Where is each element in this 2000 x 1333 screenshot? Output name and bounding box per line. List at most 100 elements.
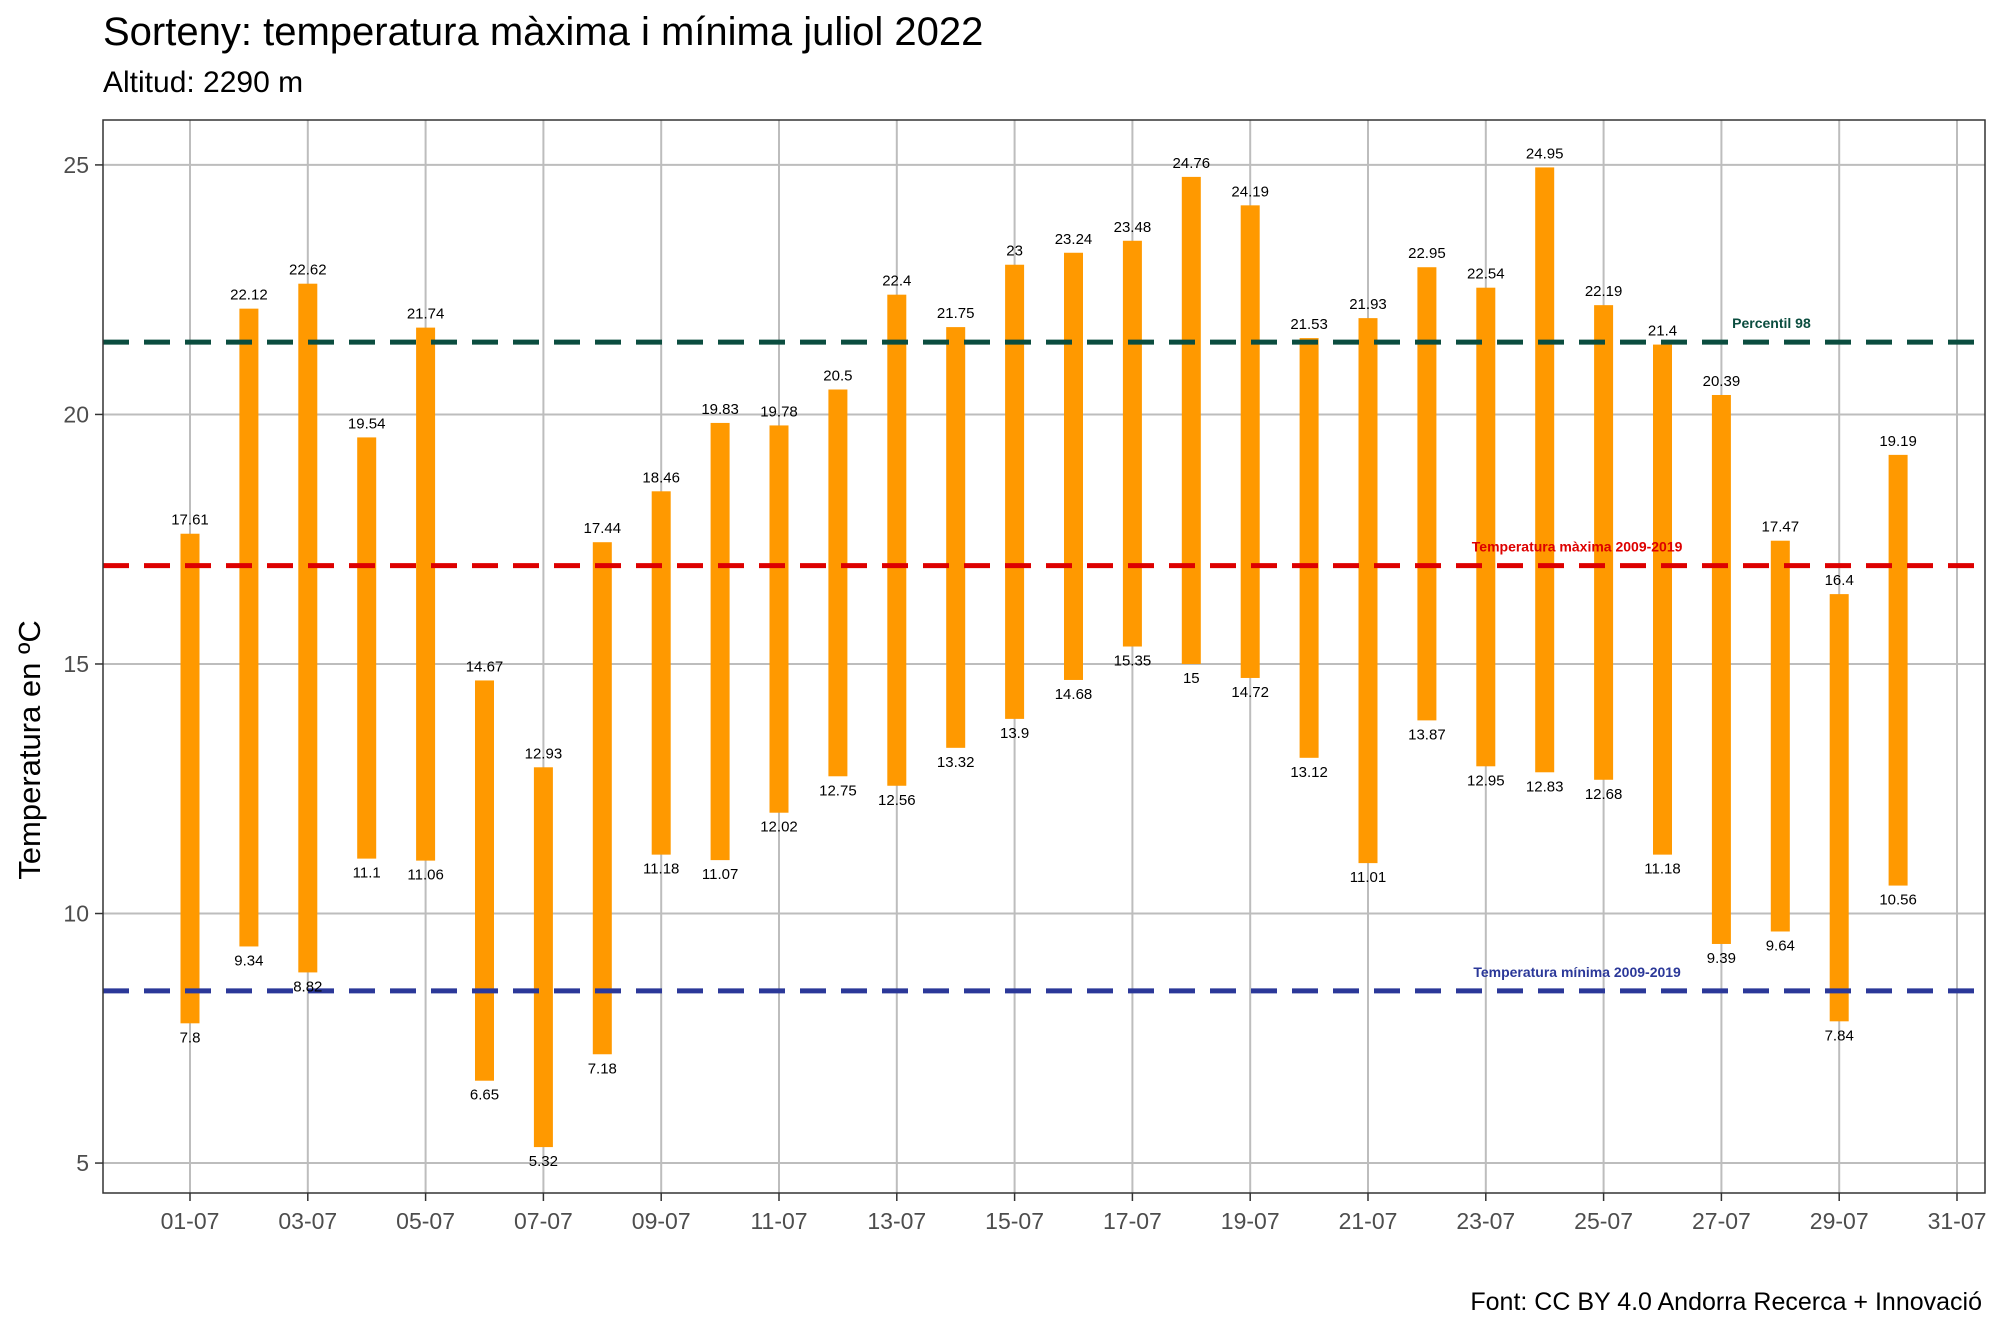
min-value-label: 13.12: [1290, 764, 1328, 781]
reference-line-label: Temperatura màxima 2009-2019: [1472, 539, 1683, 555]
temperature-range-bar: [1653, 344, 1672, 855]
max-value-label: 21.75: [937, 305, 975, 322]
max-value-label: 22.54: [1467, 266, 1505, 283]
temperature-range-bar: [828, 389, 848, 777]
temperature-range-bar: [592, 542, 612, 1055]
min-value-label: 15: [1183, 670, 1200, 687]
reference-line-label: Percentil 98: [1732, 315, 1811, 331]
temperature-range-bar: [1299, 338, 1319, 758]
max-value-label: 24.19: [1231, 183, 1269, 200]
x-tick-label: 13-07: [867, 1208, 926, 1234]
y-tick-label: 25: [63, 152, 89, 178]
max-value-label: 21.53: [1290, 316, 1328, 333]
max-value-label: 23.24: [1055, 231, 1093, 248]
min-value-label: 11.01: [1350, 869, 1386, 886]
y-tick-label: 5: [76, 1150, 89, 1176]
min-value-label: 13.87: [1408, 726, 1446, 743]
max-value-label: 24.76: [1173, 155, 1211, 172]
temperature-range-bar: [1064, 252, 1083, 680]
chart-subtitle: Altitud: 2290 m: [103, 66, 304, 99]
temperature-range-bar: [1535, 167, 1555, 773]
max-value-label: 22.4: [882, 273, 911, 290]
min-value-label: 5.32: [529, 1153, 558, 1170]
min-value-label: 11.18: [1644, 861, 1680, 878]
max-value-label: 17.61: [171, 512, 209, 529]
min-value-label: 12.83: [1526, 778, 1564, 795]
temperature-range-bar: [1122, 240, 1142, 647]
min-value-label: 9.39: [1707, 950, 1736, 967]
x-tick-label: 09-07: [632, 1208, 691, 1234]
x-tick-label: 05-07: [396, 1208, 455, 1234]
min-value-label: 12.02: [760, 819, 798, 836]
x-tick-label: 27-07: [1692, 1208, 1751, 1234]
min-value-label: 7.8: [180, 1029, 201, 1046]
max-value-label: 21.74: [407, 306, 445, 323]
max-value-label: 17.44: [584, 520, 622, 537]
max-value-label: 22.12: [230, 287, 268, 304]
x-tick-label: 07-07: [514, 1208, 573, 1234]
max-value-label: 19.83: [701, 401, 739, 418]
max-value-label: 12.93: [525, 745, 563, 762]
temperature-range-bar: [1417, 267, 1437, 721]
max-value-label: 23.48: [1114, 219, 1152, 236]
temperature-range-bar: [887, 294, 907, 786]
max-value-label: 19.19: [1879, 433, 1917, 450]
x-tick-label: 17-07: [1103, 1208, 1162, 1234]
temperature-range-bar: [1888, 454, 1908, 886]
temperature-range-bar: [946, 327, 966, 748]
x-tick-label: 21-07: [1339, 1208, 1398, 1234]
y-tick-label: 10: [63, 901, 89, 927]
x-tick-label: 01-07: [161, 1208, 220, 1234]
max-value-label: 21.93: [1349, 296, 1387, 313]
reference-lines: Percentil 98 Temperatura màxima 2009-2019…: [103, 315, 1985, 994]
y-tick-label: 15: [63, 651, 89, 677]
x-tick-label: 11-07: [750, 1208, 807, 1234]
bar-labels: 17.61 7.8 22.12 9.34 22.62 8.82 19.54 11.1 21.74…: [171, 145, 1917, 1170]
max-value-label: 19.54: [348, 415, 386, 432]
x-tick-label: 19-07: [1221, 1208, 1280, 1234]
max-value-label: 16.4: [1825, 572, 1854, 589]
max-value-label: 19.78: [760, 403, 798, 420]
temperature-range-bar: [533, 767, 553, 1148]
max-value-label: 17.47: [1762, 519, 1800, 536]
min-value-label: 10.56: [1879, 892, 1917, 909]
temperature-range-bar: [1770, 540, 1790, 932]
min-value-label: 9.64: [1766, 937, 1795, 954]
min-value-label: 8.82: [293, 978, 322, 995]
min-value-label: 11.06: [407, 867, 443, 884]
temperature-range-bar: [1005, 264, 1025, 719]
temperature-range-bar: [1181, 176, 1201, 664]
temperature-range-bar: [180, 533, 200, 1024]
max-value-label: 22.19: [1585, 283, 1623, 300]
max-value-label: 14.67: [466, 658, 504, 675]
chart-title: Sorteny: temperatura màxima i mínima jul…: [103, 10, 984, 54]
temperature-range-bar: [475, 680, 494, 1081]
temperature-range-bar: [1358, 318, 1378, 864]
min-value-label: 13.9: [1000, 725, 1029, 742]
max-value-label: 21.4: [1648, 323, 1677, 340]
x-tick-label: 25-07: [1574, 1208, 1633, 1234]
panel-border: [102, 119, 1986, 1194]
x-tick-label: 15-07: [985, 1208, 1044, 1234]
min-value-label: 11.1: [353, 865, 381, 882]
x-tick-label: 29-07: [1810, 1208, 1869, 1234]
temperature-range-bar: [1476, 287, 1496, 767]
min-value-label: 14.68: [1055, 686, 1093, 703]
max-value-label: 23: [1006, 243, 1023, 260]
temperature-range-bar: [1594, 305, 1614, 780]
temperature-range-bar: [1240, 205, 1260, 678]
x-tick-label: 31-07: [1928, 1208, 1987, 1234]
temperature-range-bar: [416, 327, 436, 861]
max-value-label: 18.46: [642, 469, 680, 486]
x-tick-label: 23-07: [1456, 1208, 1515, 1234]
y-tick-label: 20: [63, 401, 89, 427]
temperature-range-bar: [239, 308, 259, 947]
min-value-label: 7.84: [1825, 1027, 1854, 1044]
temperature-range-bar: [1829, 594, 1849, 1022]
temperature-bars: [180, 167, 1908, 1148]
temperature-range-bar: [298, 283, 318, 973]
x-tick-label: 03-07: [278, 1208, 337, 1234]
temperature-range-bar: [1711, 394, 1731, 944]
min-value-label: 6.65: [470, 1087, 499, 1104]
chart-caption: Font: CC BY 4.0 Andorra Recerca + Innova…: [1470, 1288, 1982, 1316]
